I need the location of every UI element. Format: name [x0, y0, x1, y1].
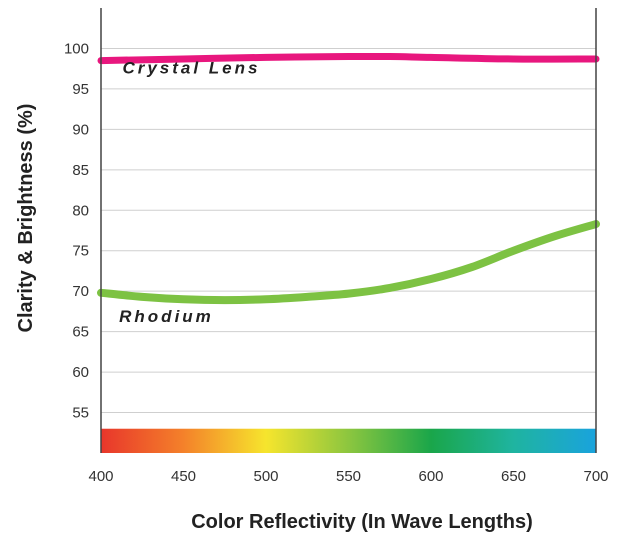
- spectrum-gradient-bar: [101, 428, 596, 453]
- series-label-crystal-lens: Crystal Lens: [122, 59, 260, 78]
- y-tick-label-75: 75: [72, 243, 89, 260]
- series-label-rhodium: Rhodium: [119, 307, 214, 326]
- x-tick-label-550: 550: [336, 468, 361, 485]
- x-axis-ticks: 400 450 500 550 600 650 700: [88, 468, 608, 485]
- grid: [101, 47, 596, 414]
- y-axis-ticks: 55 60 65 70 75 80 85 90 95 100: [64, 40, 89, 421]
- x-tick-label-700: 700: [583, 468, 608, 485]
- y-tick-label-60: 60: [72, 364, 89, 381]
- series-line-rhodium: [97, 220, 600, 305]
- series-lines: [97, 52, 600, 305]
- y-tick-label-80: 80: [72, 202, 89, 219]
- y-tick-label-95: 95: [72, 81, 89, 98]
- y-tick-label-65: 65: [72, 324, 89, 341]
- y-tick-label-55: 55: [72, 405, 89, 422]
- y-tick-label-90: 90: [72, 121, 89, 138]
- series-labels: Crystal Lens Rhodium: [119, 59, 260, 326]
- x-tick-label-500: 500: [253, 468, 278, 485]
- y-tick-label-85: 85: [72, 162, 89, 179]
- x-tick-label-450: 450: [171, 468, 196, 485]
- x-tick-label-600: 600: [418, 468, 443, 485]
- x-axis-title: Color Reflectivity (In Wave Lengths): [191, 511, 533, 533]
- y-tick-label-100: 100: [64, 40, 89, 57]
- y-axis-title: Clarity & Brightness (%): [15, 104, 37, 333]
- spectrum-band: [101, 428, 596, 453]
- series-line-crystal-lens: [97, 52, 600, 65]
- plot-frame: [100, 8, 597, 453]
- x-tick-label-400: 400: [88, 468, 113, 485]
- x-tick-label-650: 650: [501, 468, 526, 485]
- y-tick-label-70: 70: [72, 283, 89, 300]
